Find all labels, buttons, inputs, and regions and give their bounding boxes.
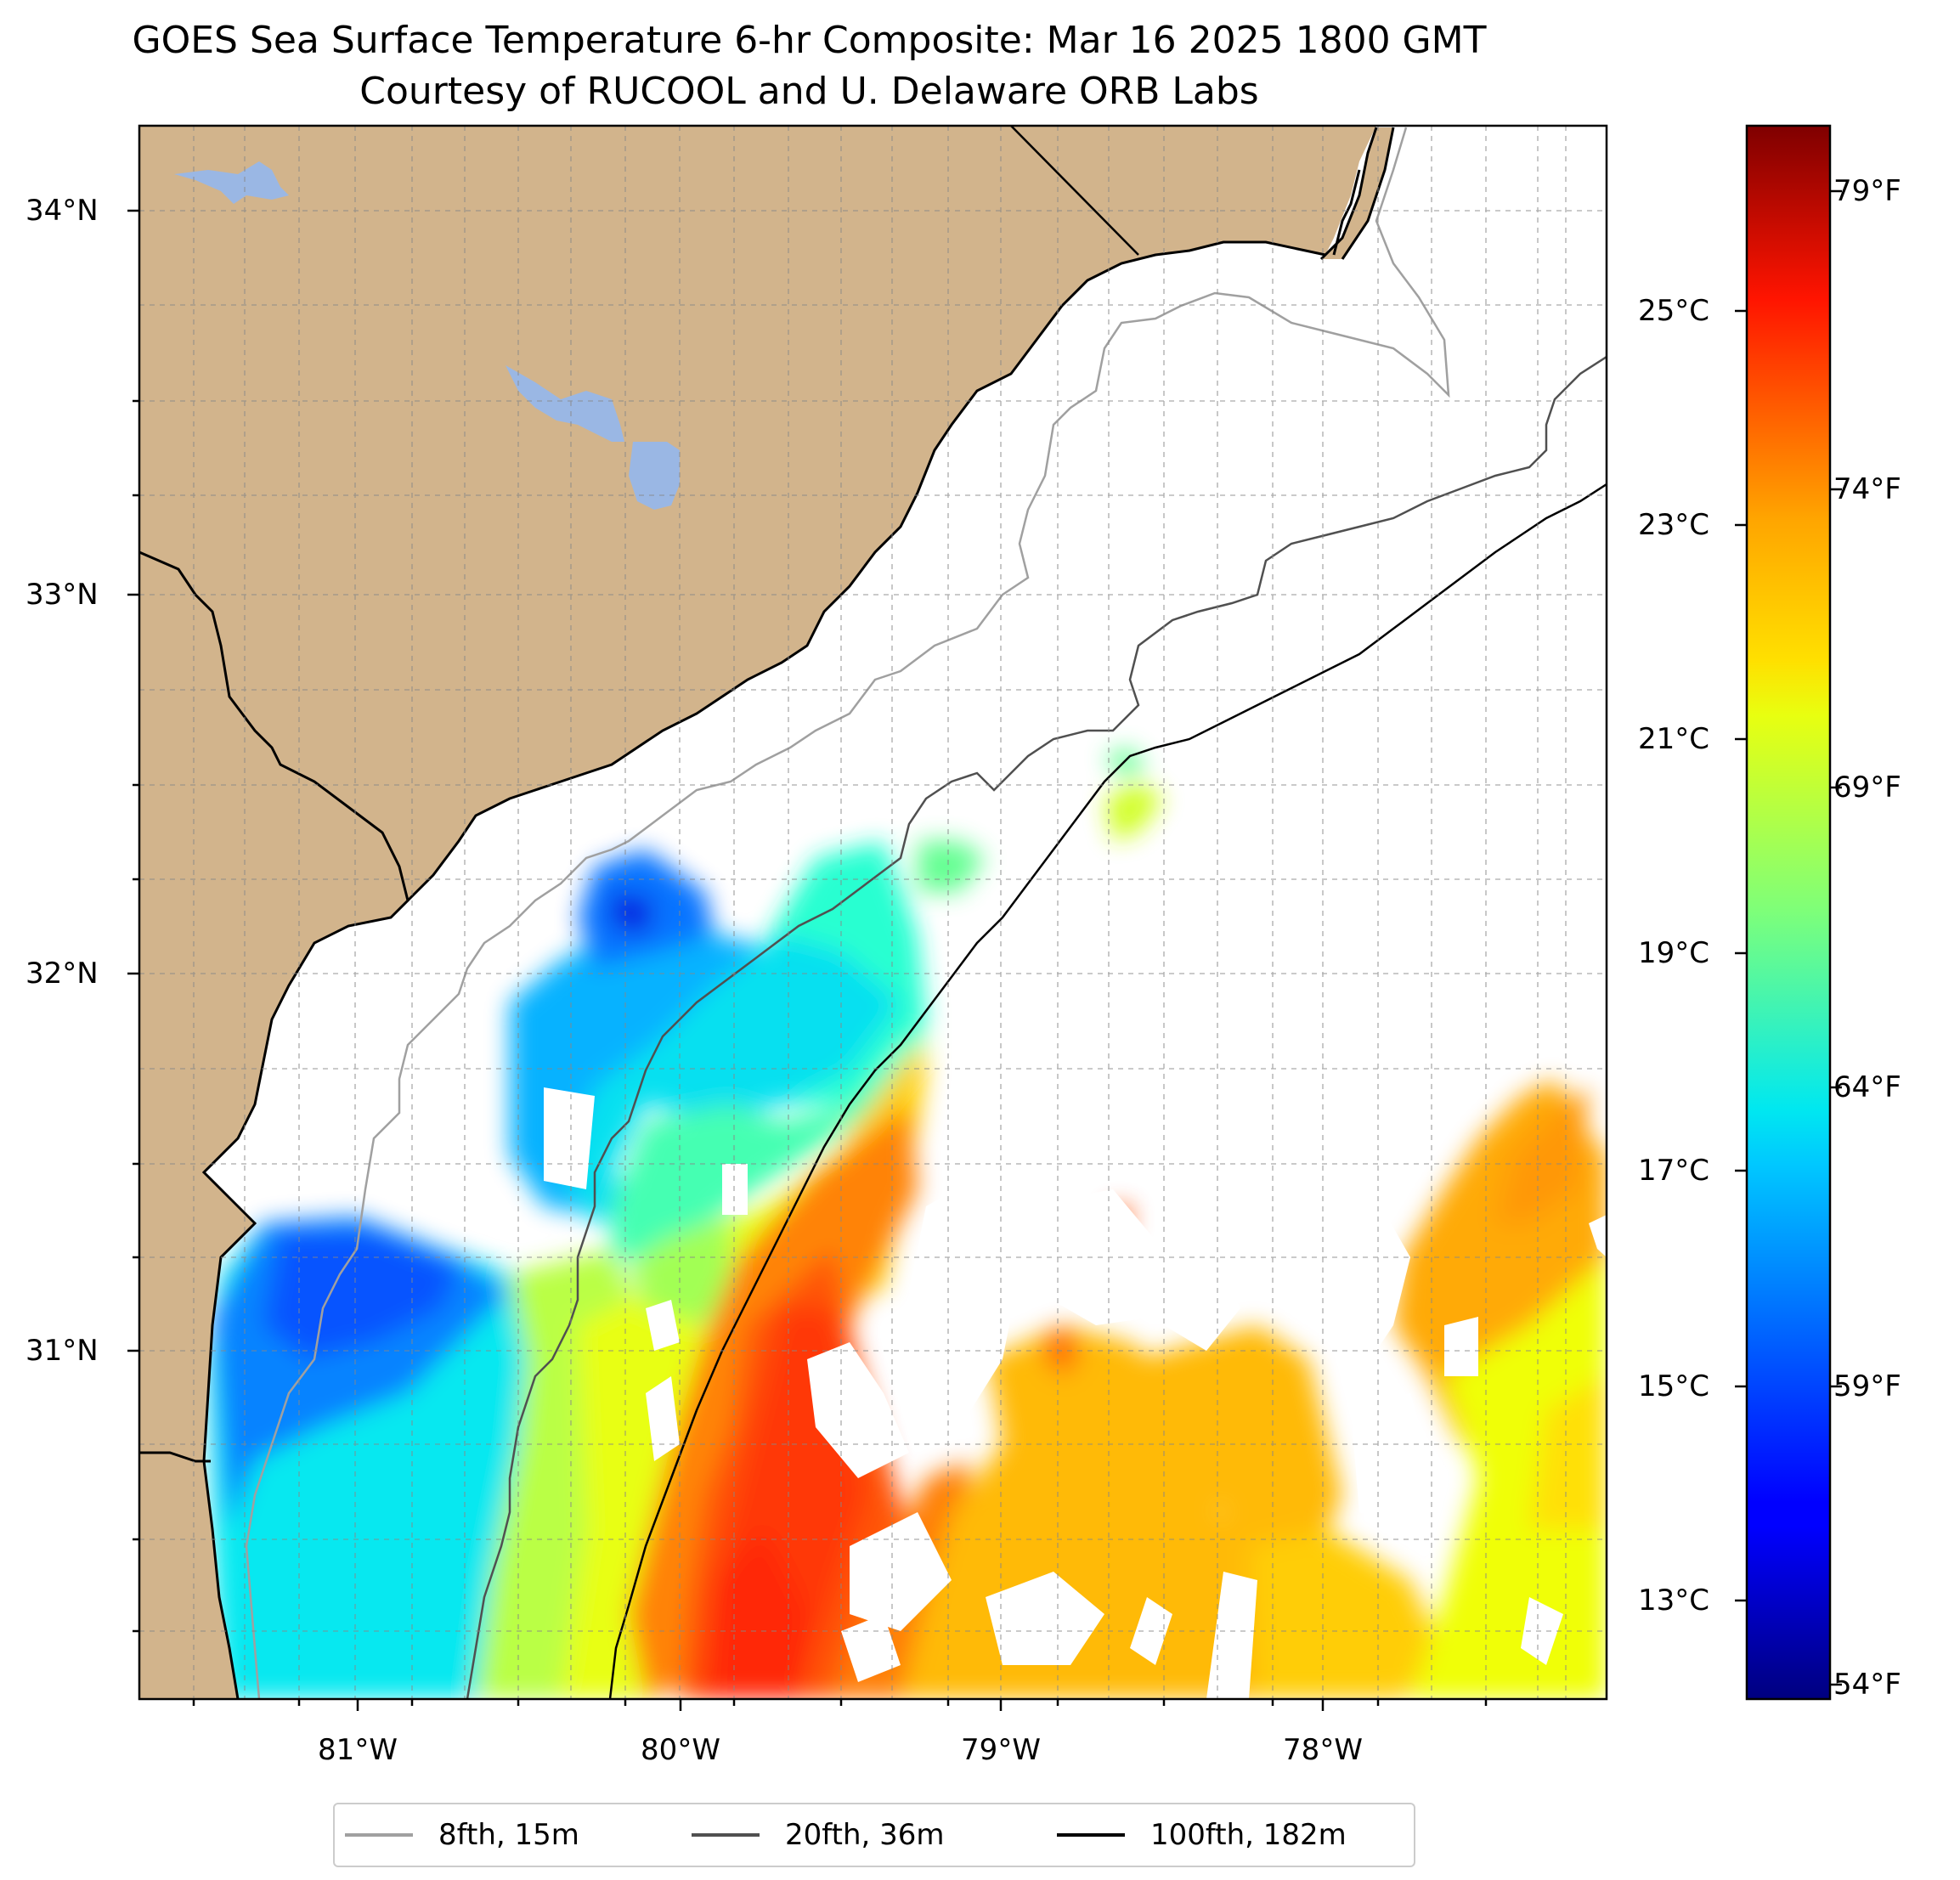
lon-label-81: 81°W: [318, 1733, 398, 1767]
legend-label-20fth: 20fth, 36m: [785, 1818, 945, 1852]
colorbar-ticks: [1735, 189, 1842, 1686]
chart-title: GOES Sea Surface Temperature 6-hr Compos…: [132, 19, 1487, 62]
lat-label-34: 34°N: [25, 194, 99, 228]
gridlines: [139, 126, 1607, 1699]
colorbar-label-19c: 19°C: [1638, 936, 1710, 970]
lon-label-80: 80°W: [641, 1733, 720, 1767]
lake-marion: [506, 365, 624, 442]
chart-subtitle: Courtesy of RUCOOL and U. Delaware ORB L…: [359, 70, 1259, 113]
legend-item-20fth: 20fth, 36m: [692, 1804, 945, 1866]
colorbar-label-59f: 59°F: [1833, 1369, 1901, 1403]
isobath-100fth: [608, 483, 1607, 1699]
legend-label-8fth: 8fth, 15m: [438, 1818, 579, 1852]
legend-swatch-20fth: [692, 1833, 760, 1837]
land-outer-banks: [1321, 127, 1393, 259]
lake-north: [174, 161, 289, 204]
lon-label-79: 79°W: [961, 1733, 1041, 1767]
isobath-20fth: [466, 355, 1607, 1699]
land-georgia-sc-south: [139, 126, 408, 1699]
axis-ticks: [127, 209, 1488, 1711]
legend-label-100fth: 100fth, 182m: [1150, 1818, 1347, 1852]
legend-swatch-100fth: [1057, 1833, 1125, 1837]
colorbar-label-64f: 64°F: [1833, 1070, 1901, 1104]
colorbar: [1745, 124, 1832, 1701]
land-carolinas: [139, 126, 1376, 900]
isobath-legend: 8fth, 15m 20fth, 36m 100fth, 182m: [333, 1803, 1415, 1867]
colorbar-label-54f: 54°F: [1833, 1668, 1901, 1702]
colorbar-label-21c: 21°C: [1638, 722, 1710, 756]
lon-label-78: 78°W: [1283, 1733, 1363, 1767]
legend-item-8fth: 8fth, 15m: [345, 1804, 579, 1866]
lat-label-32: 32°N: [25, 957, 99, 991]
colorbar-label-23c: 23°C: [1638, 508, 1710, 542]
legend-swatch-8fth: [345, 1833, 413, 1837]
legend-item-100fth: 100fth, 182m: [1057, 1804, 1347, 1866]
colorbar-label-17c: 17°C: [1638, 1154, 1710, 1188]
colorbar-label-69f: 69°F: [1833, 771, 1901, 805]
lat-label-33: 33°N: [25, 578, 99, 612]
colorbar-label-79f: 79°F: [1833, 174, 1901, 208]
colorbar-label-74f: 74°F: [1833, 472, 1901, 506]
map-frame: [138, 124, 1608, 1701]
colorbar-label-15c: 15°C: [1638, 1369, 1710, 1403]
coastline: [139, 126, 1395, 1699]
lat-label-31: 31°N: [25, 1334, 99, 1368]
isobath-8fth: [245, 127, 1450, 1699]
sst-field: [208, 748, 1607, 1699]
colorbar-label-25c: 25°C: [1638, 294, 1710, 328]
colorbar-label-13c: 13°C: [1638, 1584, 1710, 1617]
lake-moultrie: [629, 442, 680, 510]
